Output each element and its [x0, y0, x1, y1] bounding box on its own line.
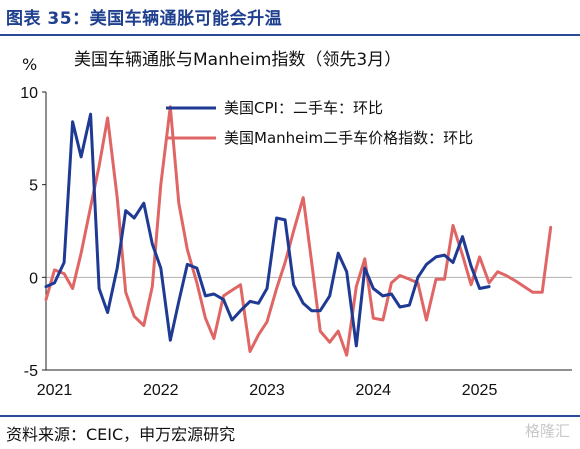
y-tick-label: 0: [29, 270, 38, 287]
x-tick-label: 2021: [37, 382, 73, 399]
source-note: 资料来源：CEIC，申万宏源研究: [6, 425, 236, 444]
legend-label: 美国Manheim二手车价格指数：环比: [224, 129, 473, 147]
x-tick-label: 2022: [143, 382, 179, 399]
series-line-2: [44, 105, 553, 357]
y-tick-label: 5: [29, 178, 38, 195]
x-tick-label: 2025: [462, 382, 498, 399]
top-rule: [0, 34, 580, 36]
y-axis: -5 0 5 10: [20, 85, 47, 380]
line-chart: % 美国车辆通胀与Manheim指数（领先3月） -5 0 5 10 2021 2022…: [20, 50, 572, 399]
x-tick-label: 2023: [249, 382, 285, 399]
y-tick-label: 10: [20, 85, 38, 102]
chart-title: 美国车辆通胀与Manheim指数（领先3月）: [74, 50, 401, 70]
bottom-rule: [0, 415, 580, 417]
legend-label: 美国CPI：二手车：环比: [224, 99, 383, 117]
watermark: 格隆汇: [524, 422, 570, 440]
series-line-1: [44, 112, 491, 348]
figure-title: 图表 35：美国车辆通胀可能会升温: [6, 9, 283, 29]
y-axis-unit: %: [22, 55, 37, 74]
x-axis: 2021 2022 2023 2024 2025: [37, 369, 572, 399]
series-lines: [44, 105, 553, 357]
y-tick-label: -5: [24, 363, 38, 380]
x-tick-label: 2024: [355, 382, 391, 399]
